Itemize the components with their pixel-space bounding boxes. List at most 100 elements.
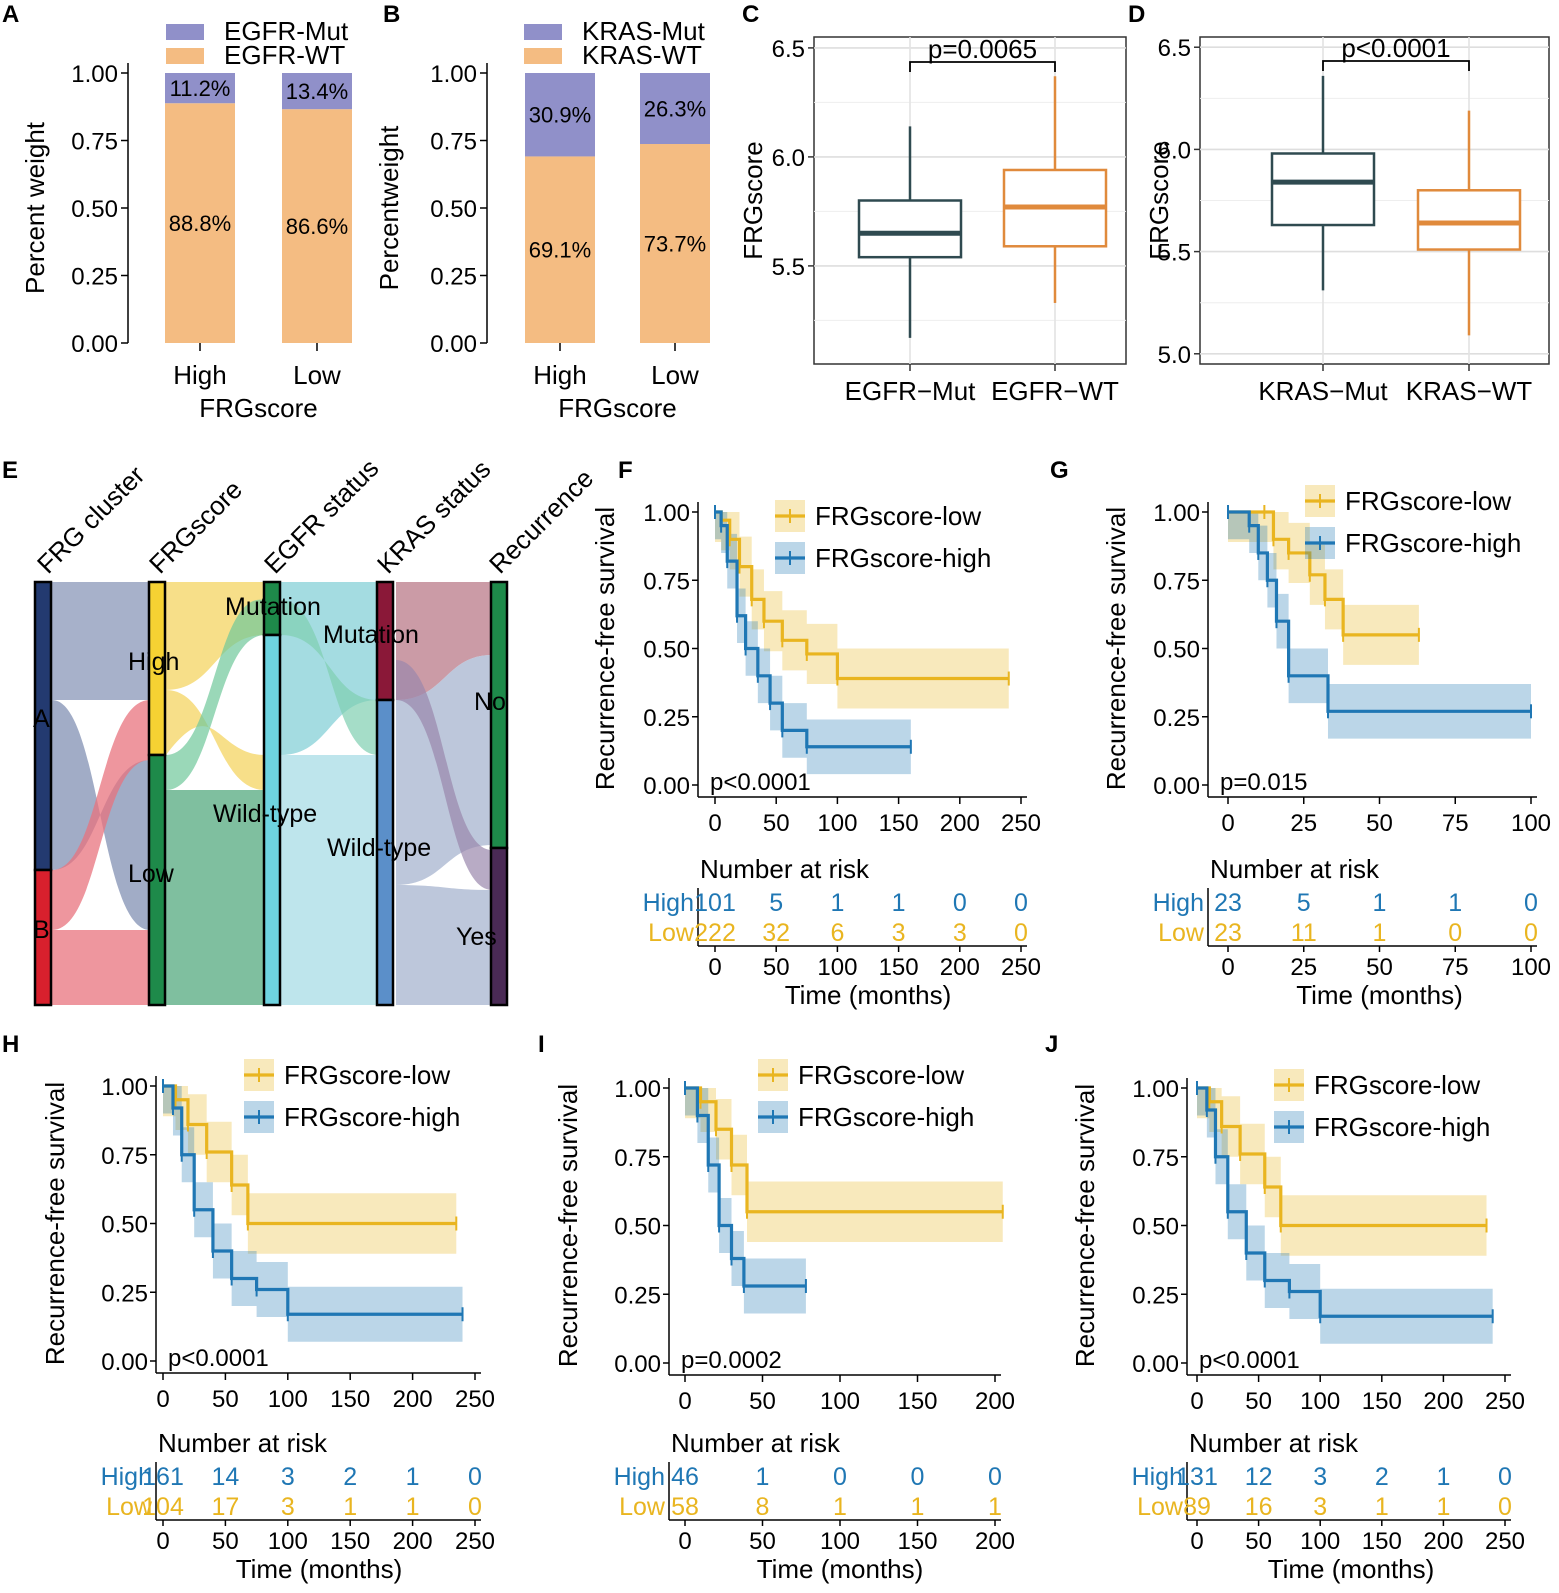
j-risk-xtick-label: 150	[1362, 1528, 1402, 1555]
f-ytick-label: 0.75	[643, 568, 690, 595]
d-box	[1416, 189, 1522, 251]
d-xtick-label: KRAS−WT	[1406, 376, 1533, 406]
f-risk-low-value: 3	[953, 919, 967, 947]
panel-letter-f: F	[618, 457, 633, 484]
f-curve-high	[715, 510, 911, 749]
e-flow	[281, 755, 378, 1005]
h-risk-xtick-label: 0	[156, 1528, 169, 1555]
a-ytick-label: 0.50	[71, 196, 118, 223]
e-flow	[396, 885, 492, 1005]
b-legend-swatch	[524, 24, 562, 40]
i-legend-label: FRGscore-low	[798, 1060, 964, 1090]
panel-letter-g: G	[1050, 457, 1069, 484]
h-xtick-label: 100	[268, 1386, 308, 1413]
f-ci-band	[715, 512, 1009, 709]
h-risk-xtick-label: 250	[455, 1528, 495, 1555]
d-pvalue: p<0.0001	[1341, 33, 1450, 63]
panel-d: 5.0 5.5 6.0 6.5 KRAS−Mut KRAS−WT p<0.0001 FRGsc…	[1144, 33, 1550, 406]
j-risk-high-value: 12	[1245, 1463, 1273, 1491]
h-x-title: Time (months)	[236, 1554, 403, 1584]
f-risk-label-high: High	[643, 889, 694, 917]
panel-letter-j: J	[1045, 1031, 1058, 1058]
f-ytick-label: 0.50	[643, 637, 690, 664]
i-pvalue: p=0.0002	[681, 1347, 782, 1374]
e-flow	[166, 790, 265, 1005]
g-risk-low-value: 11	[1291, 919, 1317, 947]
g-y-title: Recurrence-free survival	[1101, 507, 1131, 790]
panel-letter-i: I	[538, 1031, 545, 1058]
a-label-mut: 13.4%	[286, 79, 348, 104]
i-y-title: Recurrence-free survival	[553, 1084, 583, 1367]
b-ytick-label: 0.00	[430, 331, 477, 358]
a-label-wt: 86.6%	[286, 214, 348, 239]
f-ytick-label: 1.00	[643, 500, 690, 527]
i-risk-xtick-label: 0	[678, 1528, 691, 1555]
f-curve-low	[715, 510, 1009, 681]
panel-c: 5.5 6.0 6.5 EGFR−Mut EGFR−WT p=0.0065 FRGscore	[738, 34, 1127, 406]
h-risk-label-high: High	[101, 1463, 152, 1491]
f-risk-xtick-label: 100	[817, 954, 857, 981]
e-node-label: Mutation	[225, 593, 321, 621]
i-risk-label-high: High	[614, 1463, 665, 1491]
i-risk-low-value: 1	[988, 1493, 1002, 1521]
f-risk-xtick-label: 250	[1001, 954, 1041, 981]
f-ytick-label: 0.00	[643, 773, 690, 800]
panel-b: 0.00 0.25 0.50 0.75 1.00 30.9% 69.1% High 26.3% 7…	[374, 16, 710, 423]
g-xtick-label: 0	[1221, 810, 1234, 837]
a-bar-mut-high	[165, 73, 235, 104]
g-xtick-label: 50	[1366, 810, 1393, 837]
e-node-label: B	[33, 916, 50, 944]
a-ytick-label: 0.25	[71, 264, 118, 291]
h-ytick-label: 0.00	[101, 1349, 148, 1376]
f-risk-low-value: 6	[830, 919, 844, 947]
j-risk-high-value: 1	[1436, 1463, 1450, 1491]
c-ytick-label: 6.0	[772, 145, 805, 172]
f-y-title: Recurrence-free survival	[590, 507, 620, 790]
i-ytick-label: 1.00	[614, 1076, 661, 1103]
b-legend-swatch	[524, 48, 562, 64]
i-ci-band	[685, 1088, 1003, 1242]
e-node-label: Yes	[456, 923, 497, 951]
j-ytick-label: 0.25	[1132, 1282, 1179, 1309]
i-risk-title: Number at risk	[671, 1428, 841, 1458]
j-risk-xtick-label: 250	[1485, 1528, 1525, 1555]
f-risk-xtick-label: 200	[940, 954, 980, 981]
f-risk-high-value: 5	[769, 889, 783, 917]
e-axis-label: FRG cluster	[31, 460, 151, 580]
g-x-title: Time (months)	[1296, 980, 1463, 1010]
j-risk-xtick-label: 100	[1300, 1528, 1340, 1555]
j-risk-high-value: 131	[1176, 1463, 1218, 1491]
c-y-title: FRGscore	[738, 141, 768, 259]
h-xtick-label: 0	[156, 1386, 169, 1413]
h-legend-label: FRGscore-low	[284, 1060, 450, 1090]
i-xtick-label: 150	[897, 1388, 937, 1415]
b-ytick-label: 1.00	[430, 61, 477, 88]
a-y-title: Percent weight	[20, 121, 50, 294]
g-risk-high-value: 23	[1214, 889, 1242, 917]
j-risk-high-value: 2	[1375, 1463, 1389, 1491]
j-risk-high-value: 3	[1313, 1463, 1327, 1491]
i-x-title: Time (months)	[757, 1554, 924, 1584]
e-node	[489, 846, 509, 1007]
e-node	[147, 753, 167, 1007]
g-risk-low-value: 0	[1524, 919, 1538, 947]
g-ci-band	[1228, 512, 1531, 739]
g-xtick-label: 75	[1442, 810, 1469, 837]
e-flow	[166, 690, 265, 790]
g-risk-xtick-label: 0	[1221, 954, 1234, 981]
d-box	[1270, 152, 1376, 227]
j-pvalue: p<0.0001	[1199, 1347, 1300, 1374]
panel-letter-b: B	[383, 1, 400, 28]
h-risk-high-value: 2	[343, 1463, 357, 1491]
g-risk-high-value: 1	[1373, 889, 1387, 917]
i-risk-low-value: 1	[833, 1493, 847, 1521]
f-risk-low-value: 3	[892, 919, 906, 947]
j-risk-low-value: 3	[1313, 1493, 1327, 1521]
i-risk-xtick-label: 100	[820, 1528, 860, 1555]
a-label-mut: 11.2%	[170, 76, 231, 101]
e-node	[262, 633, 282, 1007]
h-ytick-label: 0.25	[101, 1280, 148, 1307]
h-ci-band	[163, 1086, 457, 1254]
b-bar-wt-high	[525, 156, 595, 343]
f-ytick-label: 0.25	[643, 705, 690, 732]
